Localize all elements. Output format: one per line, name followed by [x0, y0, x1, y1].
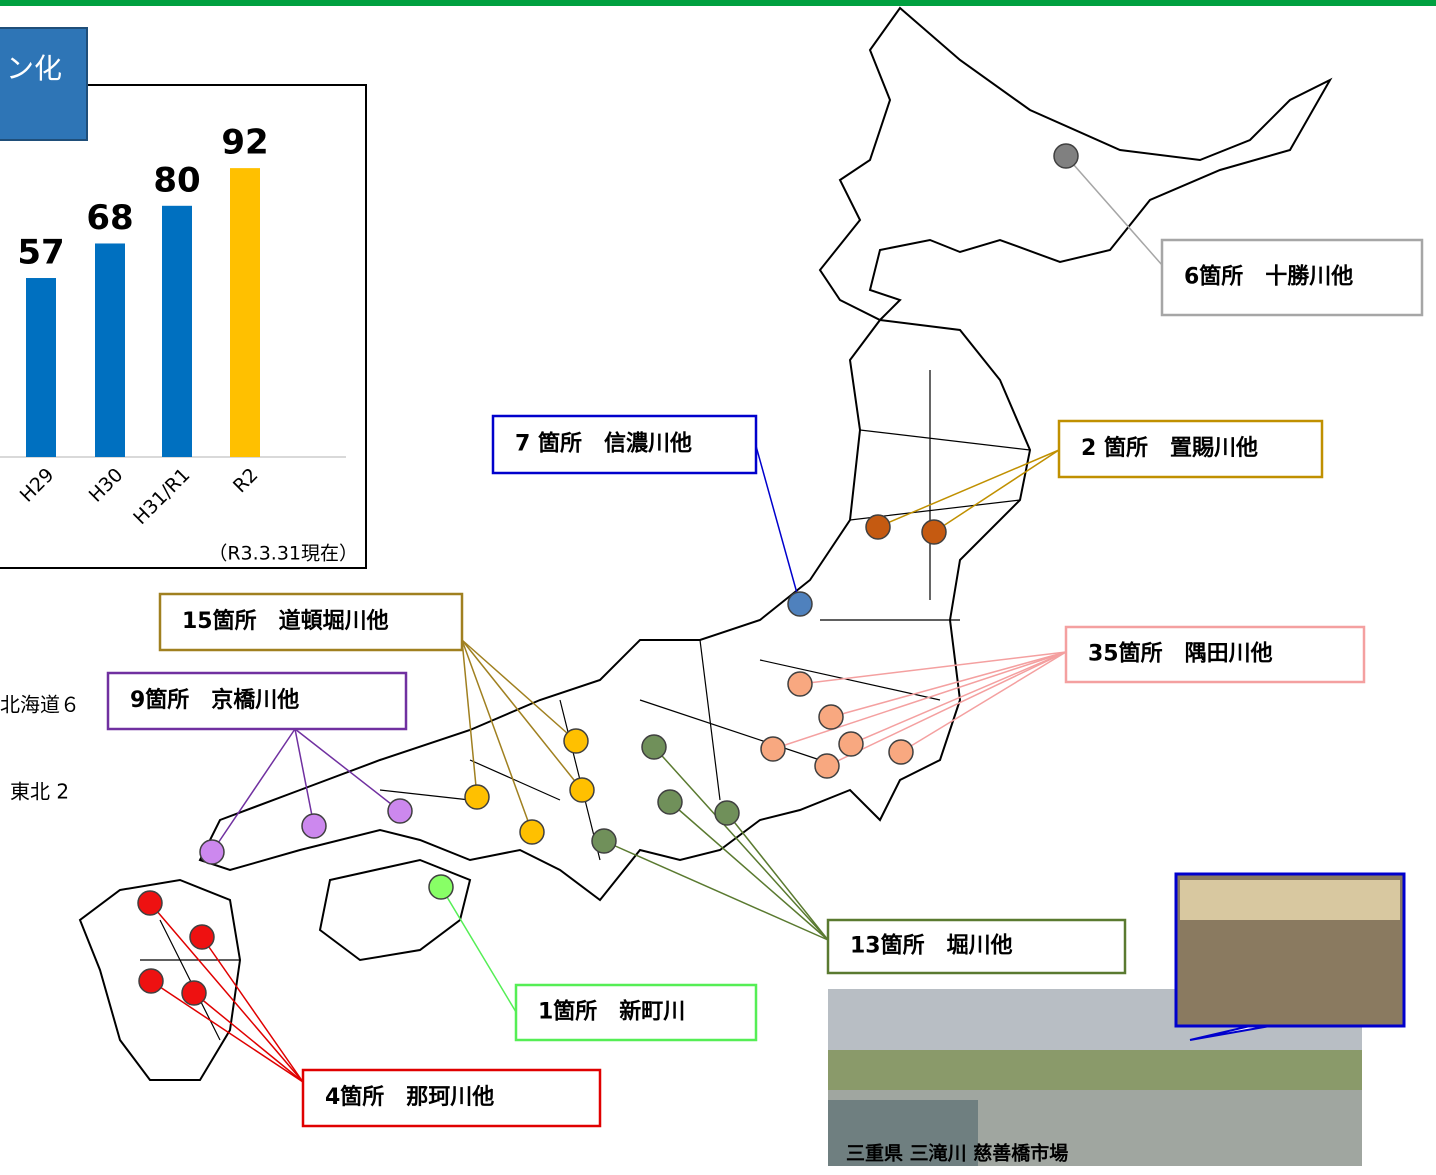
river-marker: [866, 515, 890, 539]
leader-line: [756, 446, 800, 604]
slide: ン化 （R3.3.31現在） 北海道６ 東北 2 三重県 三滝川 慈善橋市場 6…: [0, 0, 1436, 1175]
river-marker: [592, 829, 616, 853]
river-marker: [138, 891, 162, 915]
value-label: 92: [221, 123, 268, 163]
callout-label: 13箇所 堀川他: [850, 933, 1013, 959]
river-marker: [715, 801, 739, 825]
river-marker: [788, 592, 812, 616]
chart-title: ン化: [6, 52, 62, 85]
leader-line: [441, 887, 516, 1012]
bar: [162, 206, 192, 457]
river-marker: [839, 732, 863, 756]
river-marker: [302, 814, 326, 838]
value-label: 57: [17, 233, 64, 273]
region-label: 東北 2: [10, 780, 69, 804]
callout-label: 35箇所 隅田川他: [1088, 641, 1273, 667]
river-marker: [815, 754, 839, 778]
river-marker: [642, 735, 666, 759]
callout-label: 2 箇所 置賜川他: [1081, 435, 1258, 461]
river-marker: [520, 820, 544, 844]
leader-line: [727, 813, 828, 940]
leader-line: [604, 841, 828, 940]
bar: [95, 243, 125, 457]
callout-label: 1箇所 新町川: [538, 999, 685, 1025]
river-marker: [570, 778, 594, 802]
river-marker: [139, 969, 163, 993]
river-marker: [182, 981, 206, 1005]
photos: 三重県 三滝川 慈善橋市場: [828, 874, 1404, 1166]
river-marker: [388, 799, 412, 823]
photo-caption: 三重県 三滝川 慈善橋市場: [846, 1142, 1068, 1165]
river-marker: [819, 705, 843, 729]
river-marker: [922, 520, 946, 544]
shikoku: [320, 860, 470, 960]
value-label: 68: [86, 198, 133, 238]
river-photo-bank: [828, 1050, 1362, 1090]
river-marker: [564, 729, 588, 753]
river-marker: [200, 840, 224, 864]
river-marker: [190, 925, 214, 949]
callout-label: 6箇所 十勝川他: [1184, 264, 1353, 290]
river-marker: [761, 737, 785, 761]
bar: [26, 278, 56, 457]
river-marker: [788, 672, 812, 696]
value-label: 80: [153, 160, 200, 200]
market-photo-roof: [1180, 880, 1400, 920]
river-marker: [429, 875, 453, 899]
top-bar: [0, 0, 1436, 6]
river-marker: [465, 785, 489, 809]
callout-label: 15箇所 道頓堀川他: [182, 608, 389, 634]
callout-label: 4箇所 那珂川他: [325, 1084, 494, 1110]
river-marker: [1054, 144, 1078, 168]
river-marker: [889, 740, 913, 764]
region-label: 北海道６: [0, 693, 80, 717]
bar: [230, 168, 260, 457]
callout-label: 9箇所 京橋川他: [130, 687, 299, 713]
note: （R3.3.31現在）: [208, 543, 358, 565]
river-marker: [658, 790, 682, 814]
callout-label: 7 箇所 信濃川他: [515, 431, 692, 457]
